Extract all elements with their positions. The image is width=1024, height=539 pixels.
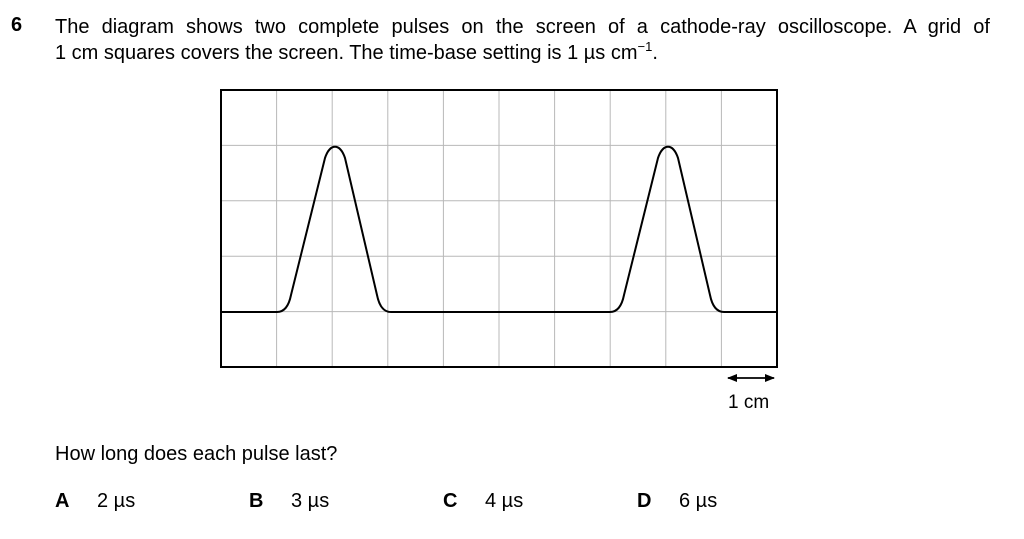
option-text: 2 µs xyxy=(97,490,136,512)
stem-line-1: The diagram shows two complete pulses on… xyxy=(55,16,990,38)
stem-line-2-end: . xyxy=(652,42,658,64)
option-text: 6 µs xyxy=(679,490,718,512)
option-text: 3 µs xyxy=(291,490,330,512)
option-b[interactable]: B 3 µs xyxy=(249,490,329,513)
option-a[interactable]: A 2 µs xyxy=(55,490,135,513)
question-stem: The diagram shows two complete pulses on… xyxy=(55,14,990,66)
question-number: 6 xyxy=(11,14,23,36)
stem-line-2: 1 cm squares covers the screen. The time… xyxy=(55,40,990,66)
screen-border xyxy=(220,89,778,368)
option-letter: D xyxy=(637,490,652,512)
scale-label: 1 cm xyxy=(728,392,770,413)
stem-line-2-text: 1 cm squares covers the screen. The time… xyxy=(55,42,638,64)
option-letter: A xyxy=(55,490,70,512)
pulse-trace xyxy=(222,145,776,313)
option-d[interactable]: D 6 µs xyxy=(637,490,717,513)
option-letter: B xyxy=(249,490,264,512)
question-prompt: How long does each pulse last? xyxy=(55,443,338,465)
option-text: 4 µs xyxy=(485,490,524,512)
option-letter: C xyxy=(443,490,458,512)
stem-unit-exponent: −1 xyxy=(637,39,653,54)
option-c[interactable]: C 4 µs xyxy=(443,490,523,513)
